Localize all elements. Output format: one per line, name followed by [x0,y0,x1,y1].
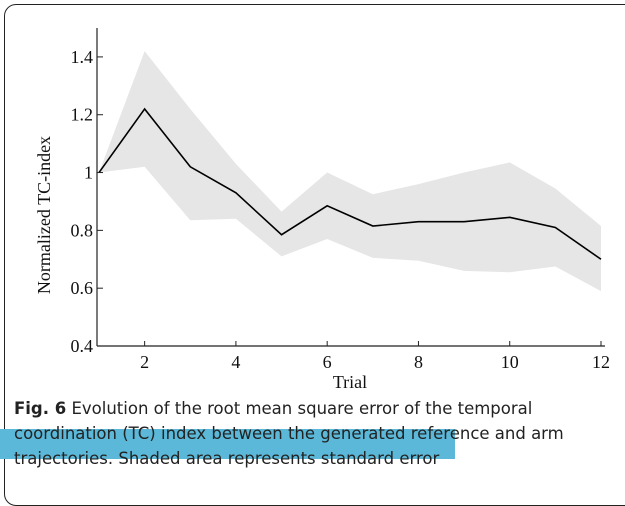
x-tick-label: 4 [231,352,240,372]
x-tick-label: 10 [501,352,519,372]
x-tick-label: 8 [414,352,423,372]
y-tick-label: 0.4 [71,336,94,356]
x-tick-label: 6 [323,352,332,372]
error-band [99,51,601,292]
x-tick-label: 2 [140,352,149,372]
y-axis-label: Normalized TC-index [34,136,54,294]
y-tick-label: 1.4 [71,47,94,67]
y-tick-label: 1.2 [71,105,94,125]
y-tick-label: 0.8 [71,220,94,240]
selection-highlight [0,429,455,459]
x-tick-label: 12 [592,352,610,372]
y-tick-label: 0.6 [71,278,94,298]
chart: Normalized TC-index Trial 0.4 0.6 0.8 1 1.2 1… [34,28,610,392]
caption-text: Evolution of the root mean square error … [14,399,564,468]
caption-label: Fig. 6 [14,399,67,418]
page: Normalized TC-index Trial 0.4 0.6 0.8 1 1.2 1… [0,4,625,506]
x-axis-label: Trial [333,372,367,392]
caption: Fig. 6 Evolution of the root mean square… [14,396,619,471]
mean-line [98,107,602,260]
y-tick-label: 1 [84,163,93,183]
